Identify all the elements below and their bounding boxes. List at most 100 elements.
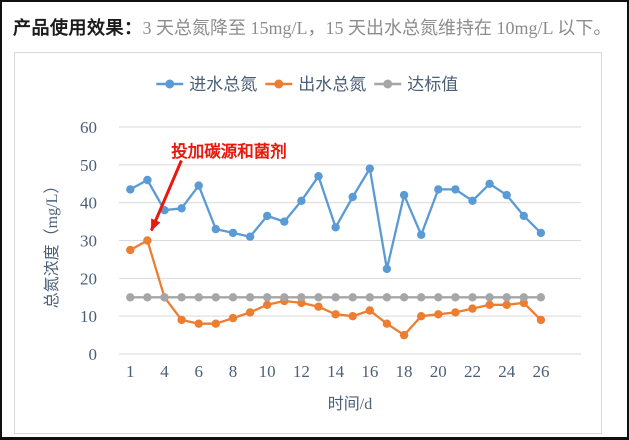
legend-label: 出水总氮 (298, 75, 366, 94)
data-point (228, 313, 238, 323)
svg-text:24: 24 (498, 362, 515, 381)
data-point (143, 293, 152, 302)
data-point (331, 223, 340, 232)
svg-text:40: 40 (80, 194, 97, 213)
series-line-1 (129, 239, 543, 337)
data-point (382, 264, 392, 274)
data-point (263, 300, 272, 309)
svg-text:18: 18 (396, 362, 413, 381)
data-point (245, 232, 255, 241)
data-point (126, 245, 135, 255)
data-point (331, 293, 340, 302)
svg-text:10: 10 (80, 307, 97, 326)
data-point (468, 196, 477, 205)
data-point (177, 293, 186, 302)
data-point (263, 211, 272, 221)
data-point (211, 293, 220, 302)
data-point (126, 185, 135, 194)
series-line-0 (129, 167, 543, 271)
svg-text:30: 30 (80, 232, 97, 251)
data-point (194, 181, 203, 190)
data-point (314, 172, 323, 181)
data-point (536, 293, 546, 302)
data-point (399, 190, 409, 200)
data-point (382, 293, 392, 302)
data-point (280, 293, 289, 302)
svg-text:20: 20 (80, 269, 97, 288)
series-markers-1 (126, 236, 546, 340)
gridlines (119, 126, 581, 355)
chart-legend: 进水总氮 出水总氮 达标值 (156, 75, 458, 94)
svg-text:12: 12 (293, 362, 310, 381)
data-point (485, 293, 494, 302)
svg-text:60: 60 (80, 118, 97, 137)
data-point (245, 308, 255, 317)
y-tick-labels: 0 10 20 30 40 50 60 (80, 118, 97, 364)
data-point (399, 330, 409, 340)
svg-text:22: 22 (464, 362, 481, 381)
annotation-arrow (150, 159, 183, 232)
svg-text:16: 16 (361, 362, 378, 381)
legend-marker-dot (274, 79, 284, 89)
data-point (417, 293, 426, 302)
data-point (211, 319, 220, 328)
legend-label: 进水总氮 (189, 75, 257, 94)
data-point (417, 312, 426, 321)
chart-container: 0 10 20 30 40 50 60 1 4 6 8 10 12 14 16 18 20 22 24 26 总氮浓度（… (14, 52, 602, 434)
svg-text:8: 8 (229, 362, 238, 381)
data-point (536, 228, 546, 238)
data-point (365, 164, 374, 173)
data-point (451, 293, 460, 302)
data-point (417, 230, 426, 239)
svg-text:10: 10 (259, 362, 276, 381)
header: 产品使用效果：3 天总氮降至 15mg/L，15 天出水总氮维持在 10mg/L… (13, 16, 621, 40)
data-point (502, 300, 511, 309)
legend-marker-dot (165, 79, 175, 89)
svg-text:26: 26 (532, 362, 549, 381)
data-point (280, 217, 289, 226)
legend-item-2: 达标值 (374, 75, 458, 94)
data-point (348, 312, 357, 321)
data-point (434, 310, 443, 319)
svg-text:0: 0 (89, 345, 98, 364)
data-point (365, 306, 374, 315)
header-label: 产品使用效果： (13, 18, 143, 38)
data-point (314, 302, 323, 311)
data-point (434, 293, 443, 302)
data-point (485, 300, 494, 309)
y-axis-title: 总氮浓度（mg/L） (43, 178, 61, 309)
data-point (519, 293, 528, 302)
data-point (263, 293, 272, 302)
annotation-text: 投加碳源和菌剂 (171, 141, 287, 161)
data-point (211, 224, 220, 234)
data-point (502, 293, 511, 302)
svg-text:6: 6 (194, 362, 203, 381)
header-text: 3 天总氮降至 15mg/L，15 天出水总氮维持在 10mg/L 以下。 (142, 18, 612, 38)
data-point (434, 185, 443, 194)
svg-text:1: 1 (126, 362, 135, 381)
data-point (399, 293, 409, 302)
svg-text:50: 50 (80, 156, 97, 175)
data-point (536, 315, 546, 325)
data-point (194, 319, 203, 328)
data-point (194, 293, 203, 302)
data-point (228, 293, 238, 302)
series-markers-0 (126, 164, 546, 274)
data-point (297, 196, 306, 205)
legend-label: 达标值 (407, 75, 458, 94)
data-point (331, 310, 340, 319)
data-point (485, 179, 494, 188)
data-point (451, 308, 460, 317)
legend-item-1: 出水总氮 (265, 75, 366, 94)
data-point (502, 190, 511, 200)
data-point (451, 185, 460, 194)
data-point (468, 293, 477, 302)
data-point (143, 236, 152, 245)
series-markers-2 (126, 293, 546, 302)
legend-marker-dot (383, 79, 393, 89)
data-point (365, 293, 374, 302)
data-point (177, 204, 186, 213)
data-point (297, 293, 306, 302)
